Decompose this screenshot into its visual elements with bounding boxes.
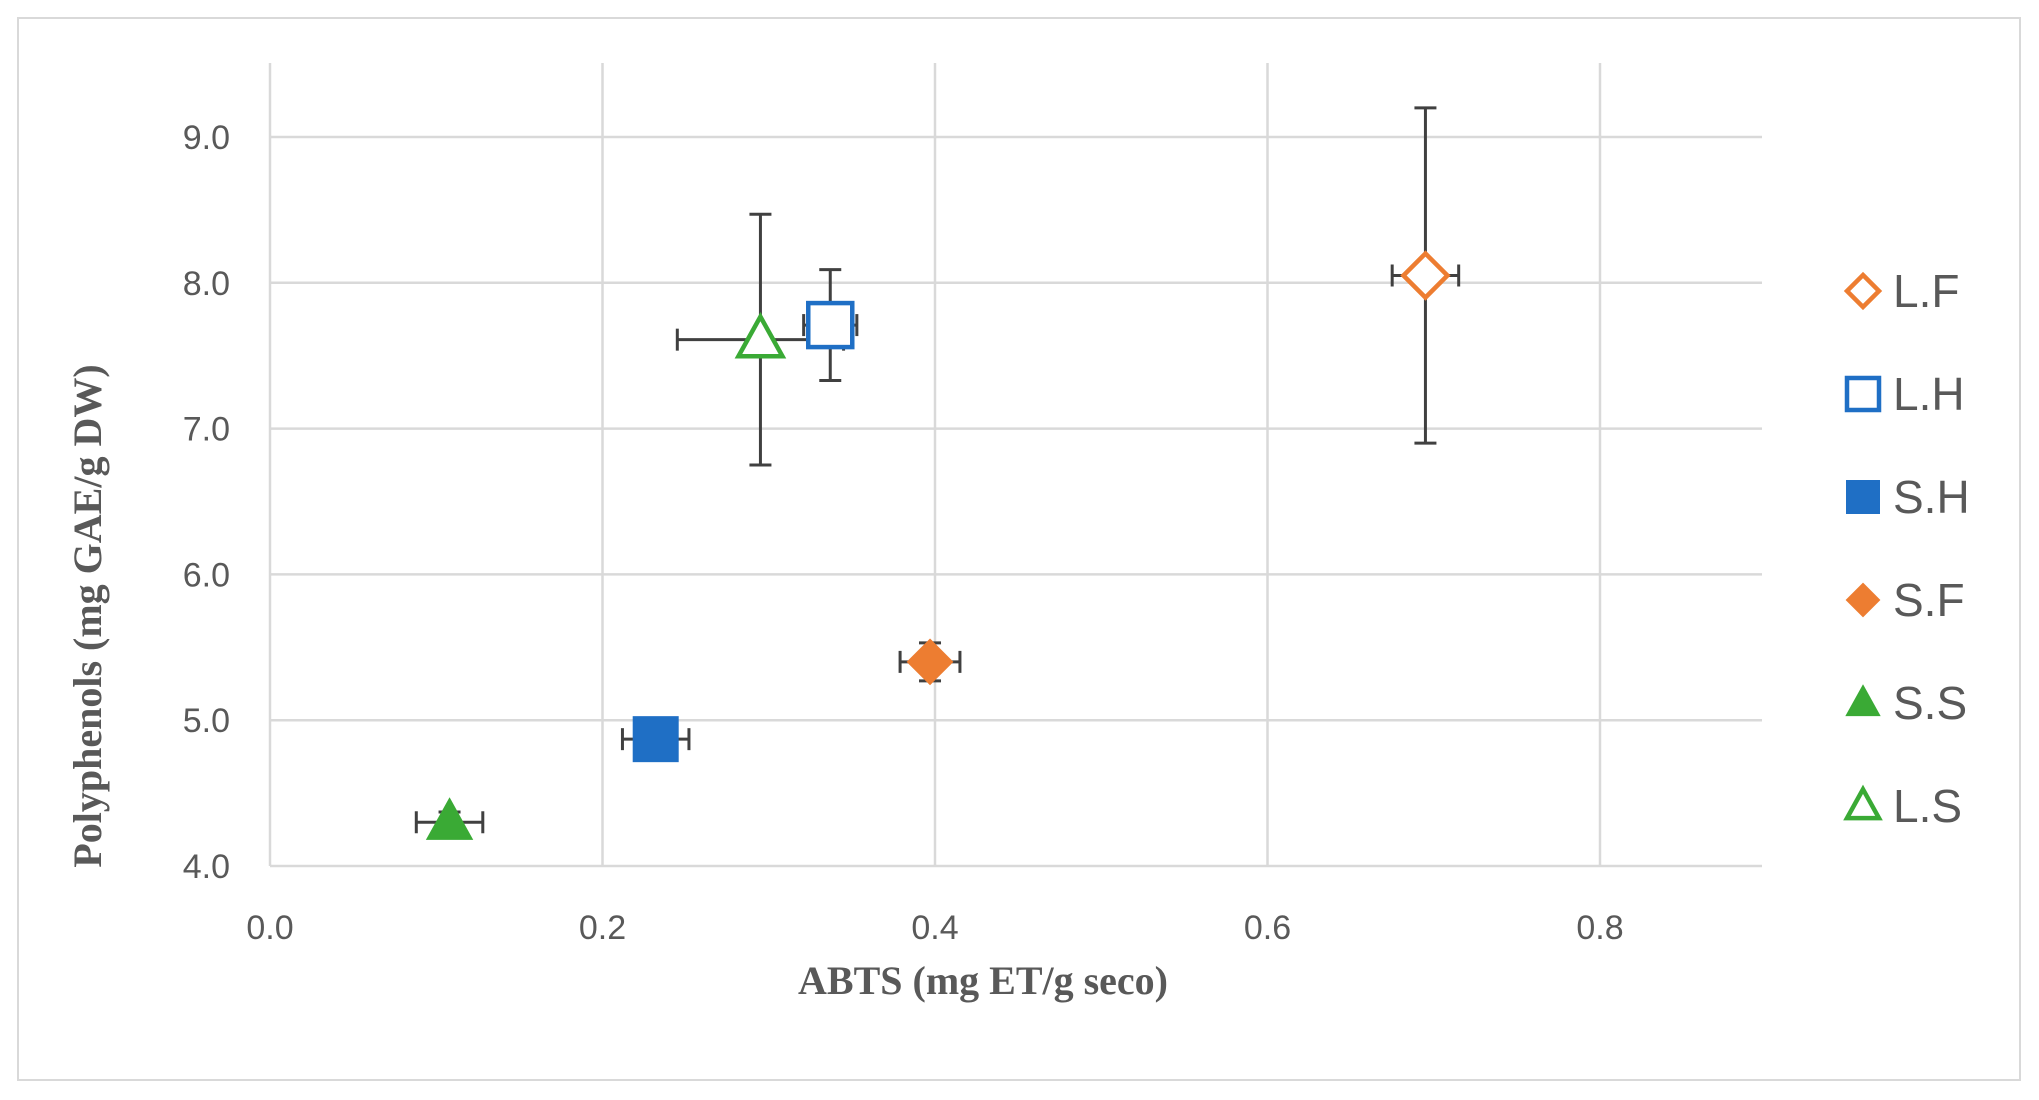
legend-label: S.S xyxy=(1893,677,1967,729)
legend-item: L.H xyxy=(1844,368,1965,420)
legend-marker xyxy=(1845,684,1881,717)
legend-item: S.F xyxy=(1845,574,1965,626)
legend-marker xyxy=(1846,480,1880,514)
y-tick-label: 8.0 xyxy=(183,265,230,303)
legend-marker xyxy=(1844,375,1882,413)
legend-label: S.H xyxy=(1893,471,1970,523)
data-points xyxy=(425,250,1451,840)
grid xyxy=(270,63,1762,866)
data-point-l-f xyxy=(1400,250,1451,301)
y-tick-labels: 4.0 5.0 6.0 7.0 8.0 9.0 xyxy=(183,119,230,886)
y-tick-label: 6.0 xyxy=(183,556,230,594)
x-tick-label: 0.8 xyxy=(1576,909,1623,947)
legend-item: S.H xyxy=(1846,471,1970,523)
error-bars xyxy=(414,106,1461,834)
x-tick-label: 0.0 xyxy=(246,909,293,947)
chart-frame xyxy=(17,17,2021,1081)
data-point-s-h xyxy=(632,716,679,763)
data-point-l-h xyxy=(806,300,855,350)
data-point-s-s xyxy=(425,797,474,840)
y-tick-label: 4.0 xyxy=(183,848,230,886)
legend-item: L.S xyxy=(1843,780,1962,832)
data-point-s-f xyxy=(906,638,954,686)
x-tick-label: 0.6 xyxy=(1244,909,1291,947)
legend-label: L.S xyxy=(1893,780,1962,832)
y-tick-label: 9.0 xyxy=(183,119,230,157)
axes xyxy=(268,63,1762,868)
legend-marker xyxy=(1845,582,1881,618)
y-tick-label: 5.0 xyxy=(183,702,230,740)
legend-marker xyxy=(1843,784,1883,821)
legend-item: L.F xyxy=(1843,265,1959,317)
legend-item: S.S xyxy=(1845,677,1967,729)
legend: L.F L.H S.H S.F S.S L.S xyxy=(1843,265,1970,832)
data-point-l-s xyxy=(734,312,787,359)
y-tick-label: 7.0 xyxy=(183,411,230,449)
x-tick-labels: 0.0 0.2 0.4 0.6 0.8 xyxy=(246,909,1623,947)
y-axis-title: Polyphenols (mg GAE/g DW) xyxy=(65,364,110,867)
legend-marker xyxy=(1843,271,1883,311)
x-tick-label: 0.2 xyxy=(579,909,626,947)
legend-label: L.H xyxy=(1893,368,1965,420)
legend-label: S.F xyxy=(1893,574,1965,626)
legend-label: L.F xyxy=(1893,265,1959,317)
x-axis-title: ABTS (mg ET/g seco) xyxy=(798,958,1168,1003)
x-tick-label: 0.4 xyxy=(911,909,958,947)
